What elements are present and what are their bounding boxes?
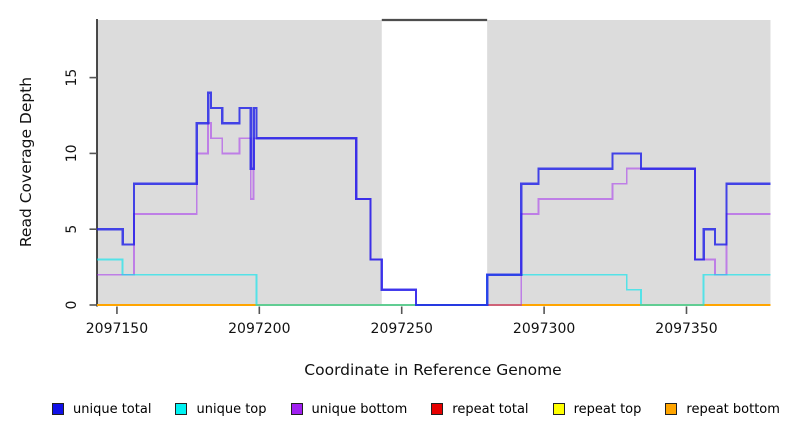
y-tick-label: 0 xyxy=(64,301,80,310)
axis-layer: 0 5 10 15 2097150 2097200 2097250 2097300 209735… xyxy=(64,19,718,337)
shaded-region xyxy=(97,20,382,304)
shaded-region xyxy=(487,20,771,304)
series-line-unique-total xyxy=(97,91,771,307)
x-tick-label: 2097150 xyxy=(86,321,148,337)
legend-item: repeat total xyxy=(431,401,529,417)
panel-background-layer xyxy=(97,18,771,304)
legend-item: unique bottom xyxy=(290,401,408,417)
y-tick-label: 10 xyxy=(64,144,80,162)
series-lines-layer xyxy=(97,91,771,307)
coverage-plot: 0 5 10 15 2097150 2097200 2097250 2097300 209735… xyxy=(17,18,771,379)
legend-swatch xyxy=(431,403,444,415)
x-tick-label: 2097300 xyxy=(513,321,575,337)
legend-item: repeat top xyxy=(552,401,642,417)
chart-legend: unique total unique top unique bottom repea… xyxy=(0,396,792,422)
x-tick-label: 2097200 xyxy=(228,321,290,337)
legend-item-label: repeat top xyxy=(573,401,642,417)
x-tick-label: 2097350 xyxy=(655,321,717,337)
legend-swatch xyxy=(290,403,303,415)
legend-swatch xyxy=(665,403,678,415)
legend-item-label: repeat total xyxy=(452,401,529,417)
x-axis-title: Coordinate in Reference Genome xyxy=(304,361,561,379)
legend-item-label: unique bottom xyxy=(311,401,408,417)
series-line-unique-top xyxy=(97,258,771,306)
legend-item: unique top xyxy=(175,401,267,417)
legend-item: unique total xyxy=(52,402,151,417)
legend-item: repeat bottom xyxy=(665,402,780,417)
legend-item-label: unique top xyxy=(196,401,267,417)
legend-swatch xyxy=(552,403,565,415)
legend-item-label: repeat bottom xyxy=(686,401,780,417)
x-tick-label: 2097250 xyxy=(371,321,433,337)
legend-item-label: unique total xyxy=(73,401,152,417)
legend-swatch xyxy=(175,403,188,415)
legend-swatch xyxy=(52,403,64,415)
y-axis-title: Read Coverage Depth xyxy=(17,77,35,247)
y-tick-label: 15 xyxy=(64,69,80,87)
y-tick-label: 5 xyxy=(64,225,80,234)
